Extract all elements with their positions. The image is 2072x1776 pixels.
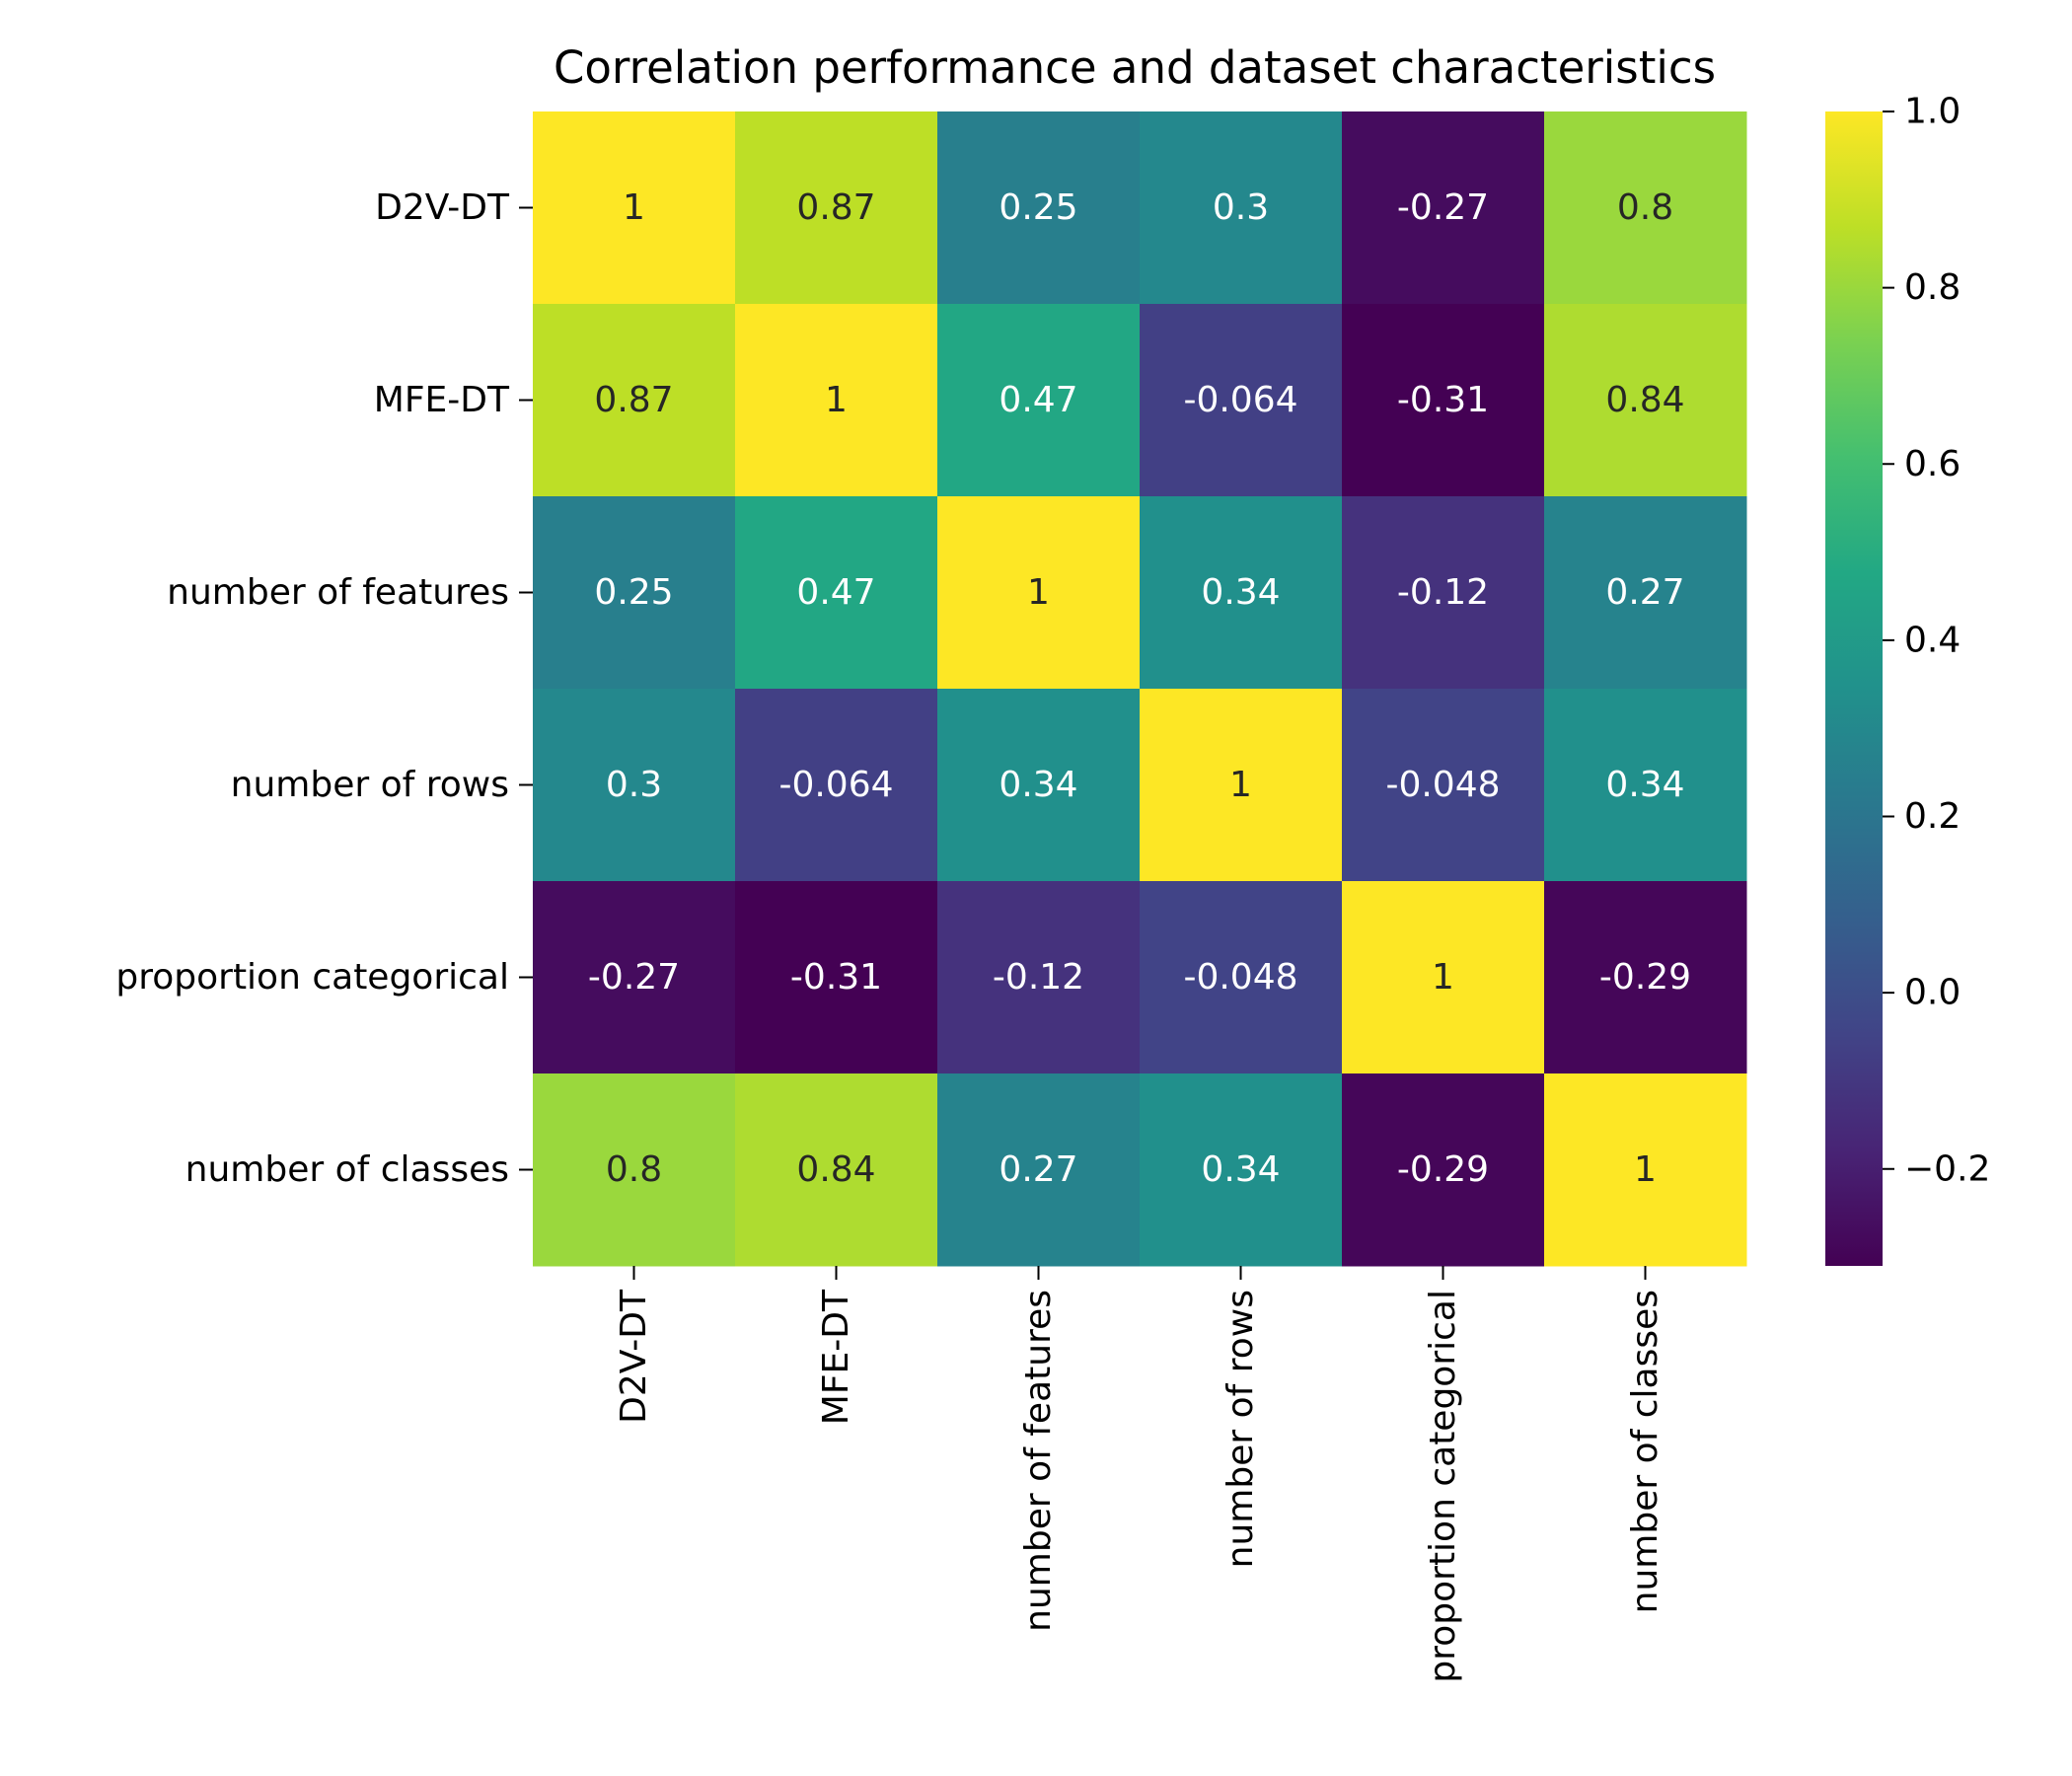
cell-value-label: 0.34 <box>1201 1149 1280 1190</box>
heatmap-cell <box>1140 689 1343 882</box>
chart-title: Correlation performance and dataset char… <box>554 41 1716 94</box>
cell-value-label: -0.064 <box>778 765 893 805</box>
y-tick-label: MFE-DT <box>374 380 510 420</box>
heatmap-cell <box>1140 1073 1343 1267</box>
heatmap-cell <box>1140 304 1343 497</box>
colorbar-tick-label: 0.6 <box>1904 444 1961 484</box>
heatmap-cell <box>1342 689 1545 882</box>
cell-value-label: 0.47 <box>999 380 1077 420</box>
heatmap-cell <box>1342 881 1545 1074</box>
cell-value-label: 1 <box>1027 572 1050 613</box>
cell-value-label: -0.29 <box>1599 957 1691 998</box>
cell-value-label: 0.27 <box>999 1149 1077 1190</box>
heatmap-cell <box>1544 881 1747 1074</box>
cell-value-label: -0.29 <box>1397 1149 1489 1190</box>
cell-value-label: -0.27 <box>1397 187 1489 228</box>
heatmap-cell <box>1342 496 1545 690</box>
cell-value-label: 1 <box>1634 1149 1657 1190</box>
cell-value-label: -0.27 <box>588 957 680 998</box>
y-tick-label: number of features <box>167 572 509 613</box>
cell-value-label: 0.34 <box>1201 572 1280 613</box>
heatmap-cell <box>937 496 1141 690</box>
colorbar-tick-label: 0.8 <box>1904 267 1961 308</box>
heatmap-cell <box>533 496 736 690</box>
heatmap-cell <box>1140 881 1343 1074</box>
heatmap-cell <box>937 111 1141 305</box>
x-tick-label: MFE-DT <box>816 1289 856 1425</box>
heatmap-cell-labels: 1 0.87 0.25 0.3 -0.27 0.8 0.87 1 0.47 -0.064 -0.31… <box>588 187 1691 1190</box>
colorbar: 1.0 0.8 0.6 0.4 0.2 0.0 −0.2 <box>1825 92 1990 1266</box>
heatmap-cell <box>1342 1073 1545 1267</box>
heatmap-cell <box>937 689 1141 882</box>
heatmap-cell <box>1544 111 1747 305</box>
x-axis: D2V-DT MFE-DT number of features number of … <box>614 1266 1665 1683</box>
heatmap-cell <box>533 1073 736 1267</box>
heatmap-cell <box>735 304 938 497</box>
cell-value-label: -0.12 <box>993 957 1084 998</box>
y-tick-label: D2V-DT <box>375 187 510 228</box>
cell-value-label: 0.34 <box>999 765 1077 805</box>
cell-value-label: 0.34 <box>1605 765 1684 805</box>
heatmap-cell <box>735 1073 938 1267</box>
heatmap-cell <box>533 111 736 305</box>
cell-value-label: 0.8 <box>606 1149 662 1190</box>
heatmap-cell <box>735 496 938 690</box>
cell-value-label: -0.31 <box>1397 380 1489 420</box>
cell-value-label: -0.048 <box>1183 957 1297 998</box>
heatmap-cell <box>1544 689 1747 882</box>
heatmap-cell <box>735 689 938 882</box>
cell-value-label: -0.12 <box>1397 572 1489 613</box>
heatmap-cell <box>937 304 1141 497</box>
cell-value-label: 0.84 <box>796 1149 875 1190</box>
heatmap-cell <box>533 881 736 1074</box>
heatmap-cell <box>735 881 938 1074</box>
cell-value-label: 0.8 <box>1617 187 1673 228</box>
cell-value-label: 0.47 <box>796 572 875 613</box>
cell-value-label: 0.25 <box>594 572 673 613</box>
heatmap-cell <box>1544 496 1747 690</box>
x-tick-label: D2V-DT <box>614 1289 654 1424</box>
cell-value-label: 0.3 <box>1213 187 1269 228</box>
cell-value-label: -0.064 <box>1183 380 1297 420</box>
colorbar-tick-label: 0.0 <box>1904 973 1961 1013</box>
cell-value-label: 0.84 <box>1605 380 1684 420</box>
heatmap-cell <box>1544 1073 1747 1267</box>
cell-value-label: 1 <box>623 187 645 228</box>
colorbar-tick-label: 1.0 <box>1904 92 1961 132</box>
x-tick-label: number of rows <box>1221 1290 1261 1568</box>
heatmap-cell <box>735 111 938 305</box>
cell-value-label: 0.25 <box>999 187 1077 228</box>
cell-value-label: 1 <box>825 380 848 420</box>
colorbar-gradient <box>1825 111 1883 1266</box>
heatmap-cells <box>533 111 1747 1267</box>
cell-value-label: 0.27 <box>1605 572 1684 613</box>
y-tick-label: proportion categorical <box>115 957 509 998</box>
colorbar-tick-label: −0.2 <box>1904 1148 1990 1189</box>
heatmap-cell <box>1342 111 1545 305</box>
heatmap-cell <box>937 881 1141 1074</box>
heatmap-cell <box>1342 304 1545 497</box>
heatmap-cell <box>533 304 736 497</box>
heatmap-cell <box>1544 304 1747 497</box>
x-tick-label: number of classes <box>1625 1290 1665 1613</box>
heatmap-cell <box>533 689 736 882</box>
x-tick-label: number of features <box>1018 1290 1059 1632</box>
y-tick-label: number of rows <box>231 765 509 805</box>
colorbar-tick-label: 0.2 <box>1904 796 1961 837</box>
heatmap-cell <box>1140 111 1343 305</box>
x-tick-label: proportion categorical <box>1423 1290 1463 1683</box>
colorbar-tick-label: 0.4 <box>1904 620 1961 660</box>
cell-value-label: -0.31 <box>790 957 882 998</box>
cell-value-label: 1 <box>1229 765 1252 805</box>
cell-value-label: 1 <box>1432 957 1454 998</box>
cell-value-label: 0.3 <box>606 765 662 805</box>
cell-value-label: -0.048 <box>1385 765 1500 805</box>
cell-value-label: 0.87 <box>594 380 673 420</box>
heatmap-cell <box>1140 496 1343 690</box>
y-axis: D2V-DT MFE-DT number of features number of … <box>115 187 533 1190</box>
cell-value-label: 0.87 <box>796 187 875 228</box>
heatmap-cell <box>937 1073 1141 1267</box>
y-tick-label: number of classes <box>185 1149 509 1190</box>
